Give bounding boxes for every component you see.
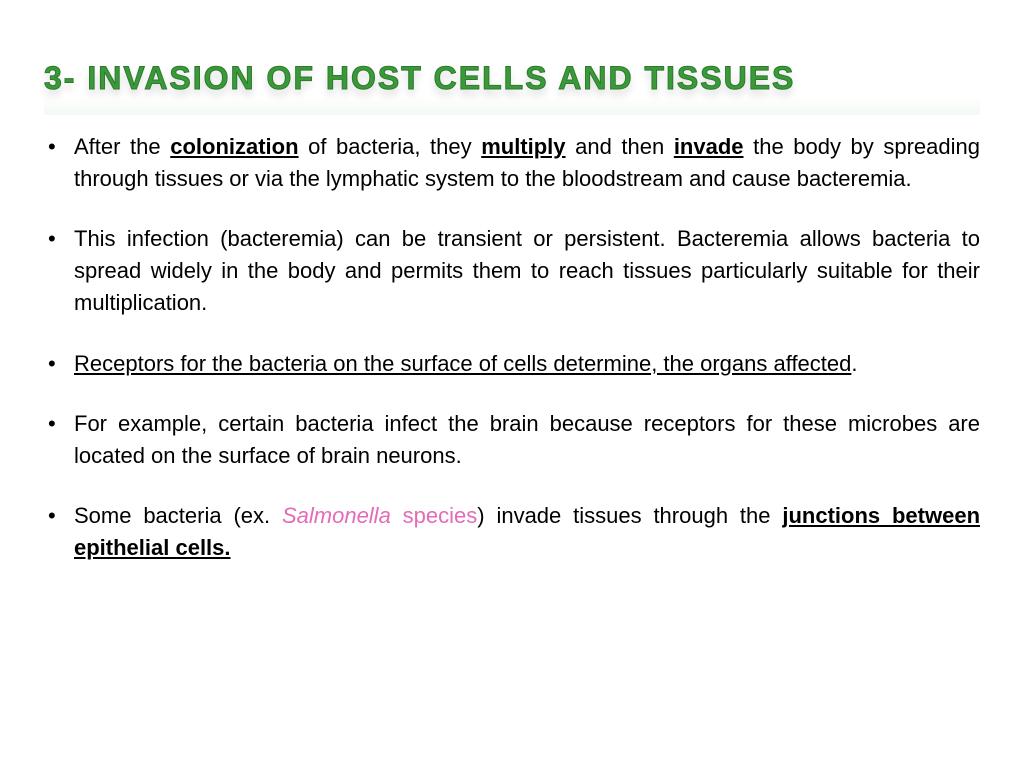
text-run: of bacteria, they <box>299 134 482 159</box>
text-run: colonization <box>170 134 298 159</box>
text-run: Receptors for the bacteria on the surfac… <box>74 351 851 376</box>
text-run: ) invade tissues through the <box>477 503 782 528</box>
bullet-item: Receptors for the bacteria on the surfac… <box>74 348 980 380</box>
text-run: Some bacteria (ex. <box>74 503 282 528</box>
bullet-item: This infection (bacteremia) can be trans… <box>74 223 980 319</box>
text-run: This infection (bacteremia) can be trans… <box>74 226 980 315</box>
text-run: After the <box>74 134 170 159</box>
bullet-item: For example, certain bacteria infect the… <box>74 408 980 472</box>
bullet-item: Some bacteria (ex. Salmonella species) i… <box>74 500 980 564</box>
bullet-list: After the colonization of bacteria, they… <box>44 131 980 564</box>
text-run: Salmonella <box>282 503 403 528</box>
bullet-item: After the colonization of bacteria, they… <box>74 131 980 195</box>
text-run: multiply <box>481 134 565 159</box>
text-run: species <box>403 503 478 528</box>
slide: 3- Invasion of host cells and tissues Af… <box>0 0 1024 768</box>
slide-title: 3- Invasion of host cells and tissues <box>44 60 980 97</box>
text-run: invade <box>674 134 744 159</box>
text-run: . <box>851 351 857 376</box>
text-run: For example, certain bacteria infect the… <box>74 411 980 468</box>
text-run: and then <box>566 134 674 159</box>
